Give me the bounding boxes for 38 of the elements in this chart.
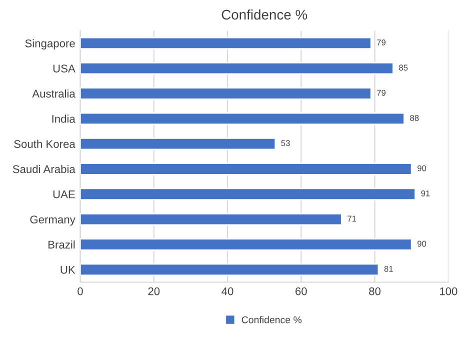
data-label: 71 bbox=[348, 216, 356, 222]
data-label: 90 bbox=[418, 165, 426, 172]
data-label: 85 bbox=[399, 64, 408, 71]
y-tick-label: Germany bbox=[30, 216, 76, 226]
bar bbox=[80, 36, 372, 50]
bar bbox=[80, 263, 380, 276]
chart-title: Confidence % bbox=[222, 9, 308, 20]
data-label: 88 bbox=[410, 114, 419, 121]
x-tick-label: 40 bbox=[222, 287, 234, 296]
x-tick-label: 20 bbox=[148, 287, 160, 296]
x-tick-label: 0 bbox=[78, 287, 83, 296]
x-tick-label: 60 bbox=[296, 287, 307, 296]
data-label: 90 bbox=[418, 240, 426, 247]
legend-label: Confidence % bbox=[242, 316, 302, 324]
bar bbox=[80, 162, 412, 176]
y-tick-label: South Korea bbox=[14, 140, 76, 148]
y-tick-label: Saudi Arabia bbox=[12, 164, 76, 174]
bar bbox=[80, 238, 412, 251]
data-label: 91 bbox=[421, 190, 430, 196]
bar bbox=[80, 87, 372, 100]
bar bbox=[80, 137, 276, 150]
y-tick-label: India bbox=[52, 114, 76, 123]
data-label: 79 bbox=[377, 40, 386, 46]
y-tick-label: UAE bbox=[53, 190, 75, 198]
bar bbox=[80, 112, 405, 126]
bar bbox=[80, 212, 342, 226]
bar bbox=[80, 62, 394, 75]
bar bbox=[80, 188, 416, 200]
y-tick-label: Australia bbox=[32, 89, 76, 98]
data-label: 53 bbox=[281, 140, 290, 146]
x-tick-label: 100 bbox=[440, 287, 458, 296]
data-label: 81 bbox=[384, 266, 393, 272]
y-tick-label: USA bbox=[53, 64, 76, 72]
y-tick-label: UK bbox=[60, 266, 76, 274]
y-tick-label: Brazil bbox=[48, 240, 75, 249]
y-tick-label: Singapore bbox=[25, 39, 75, 50]
data-label: 79 bbox=[377, 90, 386, 96]
x-tick-label: 80 bbox=[369, 287, 381, 296]
